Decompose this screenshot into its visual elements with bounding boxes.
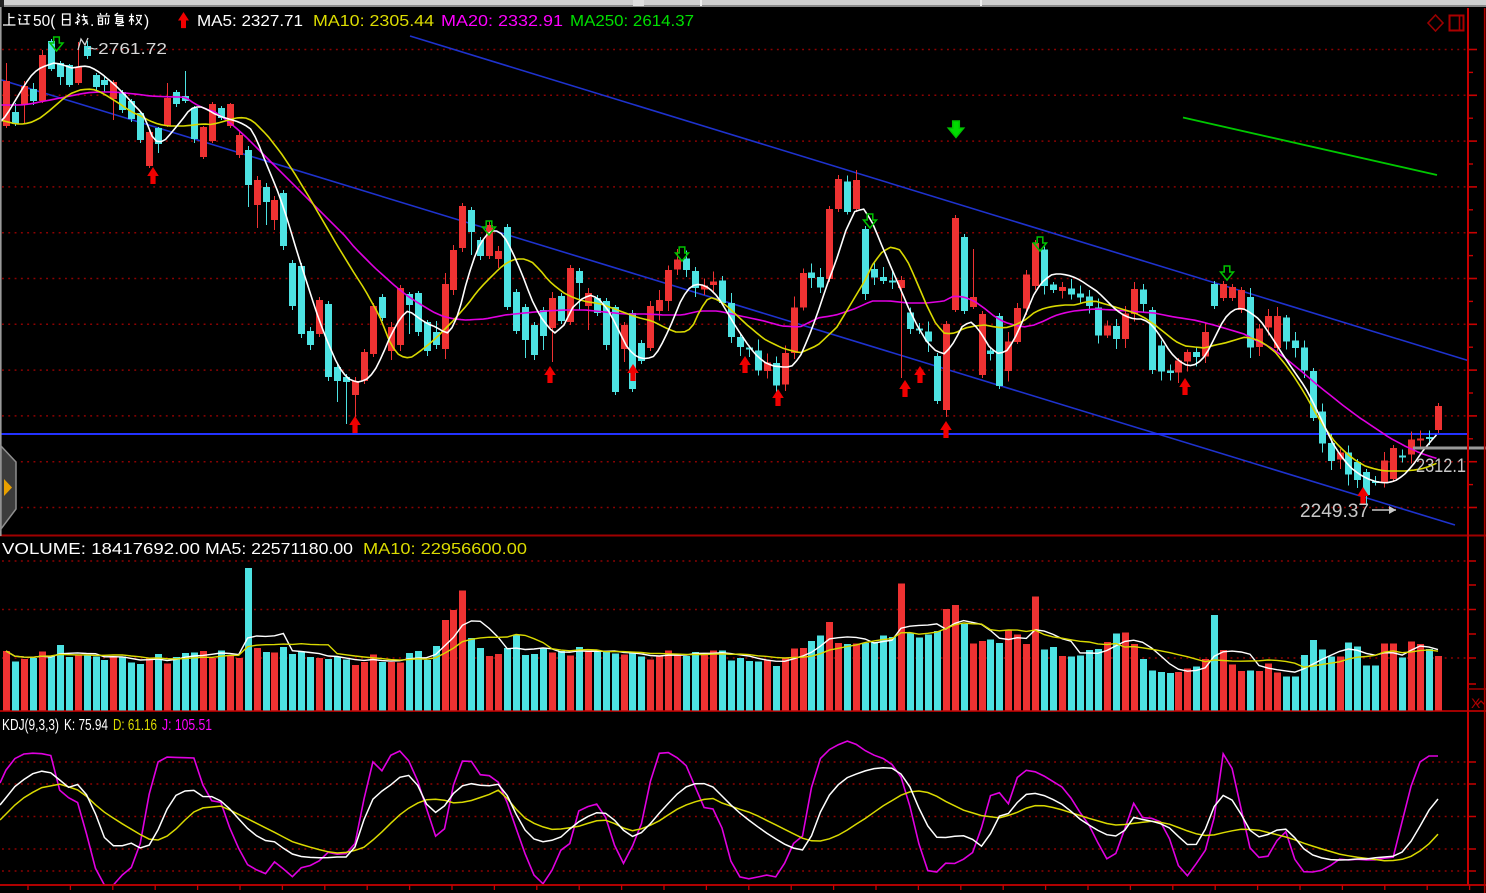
svg-text:2312.1: 2312.1: [1416, 456, 1466, 477]
svg-text:MA250: 2614.37: MA250: 2614.37: [570, 13, 694, 30]
svg-text:K: 75.94: K: 75.94: [64, 717, 108, 734]
svg-text:2249.37: 2249.37: [1300, 501, 1369, 522]
svg-text:MA20: 2332.91: MA20: 2332.91: [441, 13, 563, 30]
svg-text:MA5: 22571180.00: MA5: 22571180.00: [205, 541, 353, 558]
svg-text:MA10: 22956600.00: MA10: 22956600.00: [363, 541, 527, 558]
svg-text:J: 105.51: J: 105.51: [162, 717, 212, 734]
svg-text:VOLUME: 18417692.00: VOLUME: 18417692.00: [2, 541, 200, 558]
svg-text:50(: 50(: [33, 13, 56, 30]
svg-text:MA10: 2305.44: MA10: 2305.44: [313, 13, 434, 30]
svg-text:X: X: [1471, 695, 1481, 711]
svg-text:): ): [144, 13, 149, 30]
svg-text:KDJ(9,3,3): KDJ(9,3,3): [2, 717, 59, 734]
svg-text:~2761.72: ~2761.72: [87, 41, 167, 58]
svg-text:MA5: 2327.71: MA5: 2327.71: [197, 13, 303, 30]
svg-text:D: 61.16: D: 61.16: [113, 717, 157, 734]
svg-text:.: .: [90, 13, 94, 30]
